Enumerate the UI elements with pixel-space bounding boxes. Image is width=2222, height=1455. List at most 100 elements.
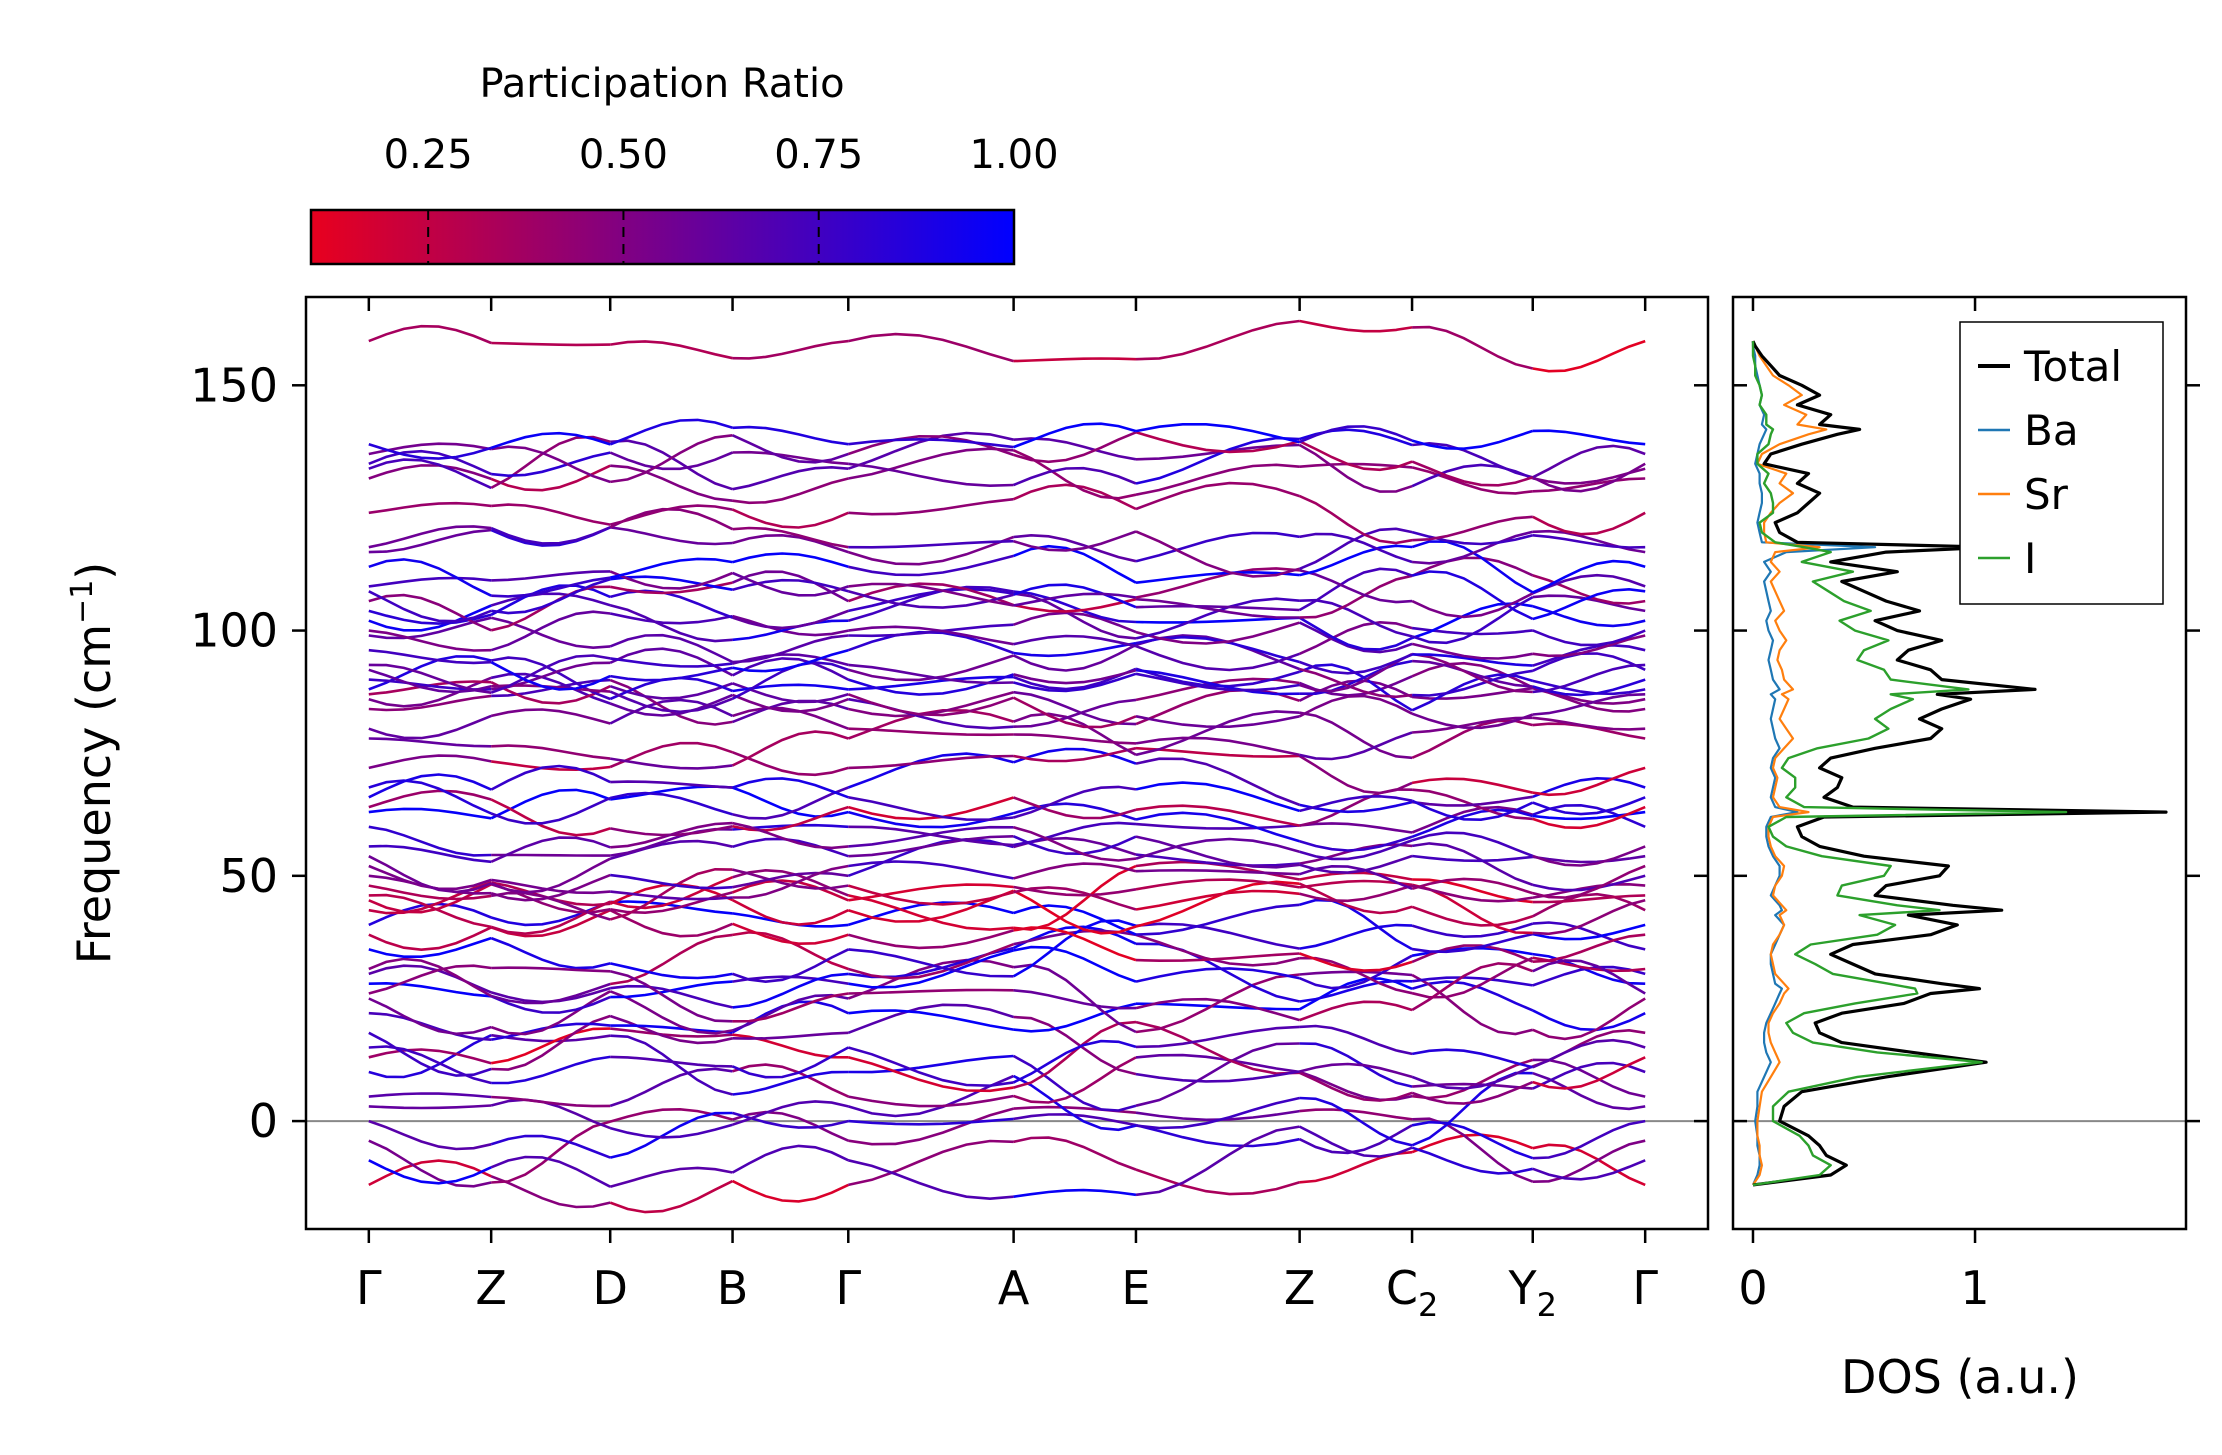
phonon-band-segment xyxy=(847,535,1015,566)
phonon-band-segment xyxy=(610,984,733,1009)
phonon-band-segment xyxy=(609,791,733,816)
phonon-band-segment xyxy=(1299,979,1413,1003)
phonon-band-segment xyxy=(1411,962,1534,1012)
phonon-band-segment xyxy=(610,780,733,789)
phonon-band-segment xyxy=(1013,533,1137,563)
band-structure-panel: 0 50 100 150 Γ Z D B Γ A E Z C2 Y2 Γ Frequency (cm−1) xyxy=(65,295,1710,1324)
k-tick-label: A xyxy=(998,1261,1030,1315)
phonon-band-segment xyxy=(732,1110,849,1142)
phonon-band-segment xyxy=(1411,905,1534,927)
phonon-band-segment xyxy=(610,890,733,901)
phonon-band-segment xyxy=(732,1100,849,1126)
phonon-band-segment xyxy=(848,894,1014,931)
k-tick-label: Γ xyxy=(356,1261,382,1315)
phonon-band-segment xyxy=(1013,802,1137,821)
phonon-band-segment xyxy=(1532,429,1646,446)
y-axis-label-close: ) xyxy=(67,562,121,580)
phonon-band-segment xyxy=(732,533,849,554)
phonon-band-segment xyxy=(1298,694,1413,718)
phonon-band-segment xyxy=(848,625,1014,646)
phonon-band-segment xyxy=(847,901,1014,927)
phonon-band-segment xyxy=(1013,821,1137,847)
phonon-band-segment xyxy=(1411,877,1534,895)
phonon-band-segment xyxy=(1299,1124,1413,1155)
phonon-band-segment xyxy=(1532,462,1646,493)
phonon-band-segment xyxy=(1411,831,1534,858)
phonon-band-segment xyxy=(609,633,734,664)
phonon-band-segment xyxy=(1012,919,1137,978)
phonon-band-segment xyxy=(1013,590,1137,624)
phonon-band-segment xyxy=(490,873,611,902)
phonon-band-segment xyxy=(1299,1108,1413,1121)
phonon-band-segment xyxy=(1013,422,1137,449)
phonon-band-segment xyxy=(1299,621,1413,654)
phonon-band-segment xyxy=(1299,1000,1413,1022)
phonon-band-segment xyxy=(1532,559,1646,594)
phonon-band-segment xyxy=(490,681,611,705)
phonon-band-segment xyxy=(732,805,849,832)
phonon-band-segment xyxy=(491,577,611,615)
phonon-band-segment xyxy=(1412,515,1533,542)
phonon-band-segment xyxy=(847,693,1015,717)
phonon-band-segment xyxy=(1532,882,1646,899)
phonon-band-segment xyxy=(1411,712,1534,730)
phonon-band-segment xyxy=(368,779,492,815)
phonon-band-segment xyxy=(1532,923,1646,941)
phonon-band-segment xyxy=(1135,997,1300,1022)
phonon-band-segment xyxy=(368,737,492,748)
phonon-band-segment xyxy=(1135,319,1300,361)
phonon-band-segment xyxy=(1411,1065,1534,1090)
phonon-band-segment xyxy=(847,752,1014,789)
phonon-band-segment xyxy=(1532,1038,1646,1069)
phonon-band-segment xyxy=(732,821,849,850)
phonon-band-segment xyxy=(1532,716,1646,731)
phonon-band-segment xyxy=(491,966,611,973)
phonon-band-segment xyxy=(368,1048,492,1065)
phonon-band-segment xyxy=(1013,925,1137,950)
phonon-band-segment xyxy=(1299,839,1413,861)
phonon-band-segment xyxy=(732,864,849,899)
phonon-band-segment xyxy=(491,570,611,582)
phonon-band-segment xyxy=(732,706,849,730)
phonon-band-segment xyxy=(610,1055,733,1068)
phonon-band-segment xyxy=(1532,845,1646,867)
phonon-band-segment xyxy=(491,451,611,478)
phonon-band-segment xyxy=(1412,325,1534,370)
phonon-band-segment xyxy=(1411,661,1534,689)
phonon-band-segment xyxy=(609,909,734,938)
phonon-band-segment xyxy=(732,699,849,724)
phonon-band-segment xyxy=(848,883,1014,902)
phonon-band-segment xyxy=(848,1117,1014,1126)
phonon-band-segment xyxy=(610,657,733,668)
phonon-band-segment xyxy=(1135,868,1300,876)
phonon-band-segment xyxy=(1012,889,1137,935)
phonon-band-segment xyxy=(1299,527,1413,570)
phonon-band-segment xyxy=(490,616,611,650)
phonon-band-segment xyxy=(848,835,1014,858)
phonon-band-segment xyxy=(1013,886,1137,911)
phonon-band-segment xyxy=(1532,529,1646,554)
phonon-band-segment xyxy=(368,525,492,549)
phonon-band-segment xyxy=(1299,544,1413,577)
phonon-band-segment xyxy=(1411,1120,1534,1160)
phonon-band-segment xyxy=(848,437,1014,449)
phonon-band-segment xyxy=(1013,431,1137,464)
phonon-band-segment xyxy=(1135,436,1300,485)
k-tick-label: Γ xyxy=(835,1261,861,1315)
k-tick-label: C2 xyxy=(1386,1261,1438,1324)
phonon-band-segment xyxy=(1135,973,1300,1034)
phonon-band-segment xyxy=(368,663,492,694)
phonon-band-segment xyxy=(1299,822,1413,834)
phonon-band-segment xyxy=(490,936,611,970)
phonon-band-segment xyxy=(1299,923,1413,950)
phonon-band-segment xyxy=(732,871,849,889)
phonon-band-segment xyxy=(368,807,492,820)
phonon-band-segment xyxy=(1299,898,1413,951)
phonon-band-segment xyxy=(609,451,734,471)
phonon-band-segment xyxy=(1411,1133,1534,1154)
phonon-band-segment xyxy=(490,995,611,1014)
phonon-band-segment xyxy=(368,604,492,632)
svg-text:Frequency (cm−1): Frequency (cm−1) xyxy=(65,562,121,965)
